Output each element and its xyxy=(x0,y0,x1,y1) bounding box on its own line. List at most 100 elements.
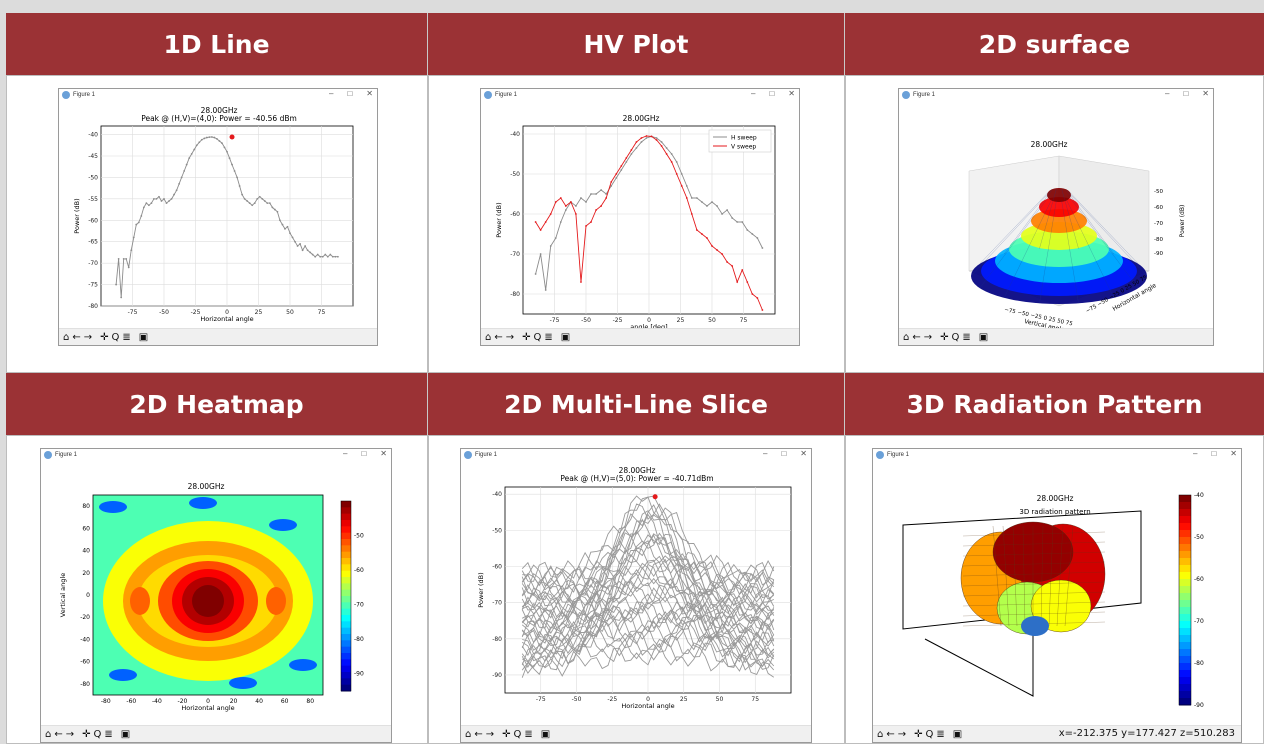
h-sweep-line-point xyxy=(173,193,175,196)
x-tick-label: -50 xyxy=(581,317,591,324)
back-arrow-icon[interactable]: ← xyxy=(912,331,921,343)
save-icon[interactable]: ▣ xyxy=(540,728,551,740)
maximize-button[interactable]: □ xyxy=(781,449,787,458)
save-icon[interactable]: ▣ xyxy=(120,728,131,740)
home-icon[interactable]: ⌂ xyxy=(903,331,910,343)
back-arrow-icon[interactable]: ← xyxy=(54,728,63,740)
back-arrow-icon[interactable]: ← xyxy=(72,331,81,343)
home-icon[interactable]: ⌂ xyxy=(45,728,52,740)
colorbar-segment xyxy=(341,564,351,572)
surface-layer xyxy=(1039,197,1079,217)
configure-subplots-icon[interactable]: ≣ xyxy=(962,331,971,343)
x-tick-label: 50 xyxy=(708,317,716,324)
h-sweep-line-point xyxy=(268,202,271,205)
configure-subplots-icon[interactable]: ≣ xyxy=(122,331,131,343)
chart-title: 28.00GHz xyxy=(1037,494,1074,503)
close-button[interactable]: ✕ xyxy=(380,449,387,458)
y-tick-label: -40 xyxy=(510,131,520,138)
pan-icon[interactable]: ✛ xyxy=(82,728,91,740)
h-sweep-line-point xyxy=(276,210,279,213)
y-tick-label: -40 xyxy=(492,491,502,498)
close-button[interactable]: ✕ xyxy=(366,89,373,98)
back-arrow-icon[interactable]: ← xyxy=(474,728,483,740)
colorbar-segment xyxy=(341,539,351,546)
plot-hv[interactable]: 28.00GHz -75 -50 -25 0 25 50 75 -80 -70 -60 -50 -40 a… xyxy=(481,101,800,341)
zoom-icon[interactable]: Q xyxy=(111,331,120,343)
zoom-icon[interactable]: Q xyxy=(93,728,102,740)
home-icon[interactable]: ⌂ xyxy=(63,331,70,343)
forward-arrow-icon[interactable]: → xyxy=(485,728,495,740)
minimize-button[interactable]: – xyxy=(1193,449,1198,458)
colorbar-segment xyxy=(1179,509,1191,517)
header-2d-multiline: 2D Multi-Line Slice xyxy=(428,373,845,435)
minimize-button[interactable]: – xyxy=(763,449,768,458)
h-sweep-line-point xyxy=(132,236,135,239)
zoom-icon[interactable]: Q xyxy=(533,331,542,343)
pan-icon[interactable]: ✛ xyxy=(940,331,949,343)
back-arrow-icon[interactable]: ← xyxy=(494,331,503,343)
back-arrow-icon[interactable]: ← xyxy=(886,728,895,740)
minimize-button[interactable]: – xyxy=(343,449,348,458)
colorbar-segment xyxy=(341,615,351,622)
y-axis-label: Power (dB) xyxy=(495,202,503,237)
save-icon[interactable]: ▣ xyxy=(138,331,149,343)
close-button[interactable]: ✕ xyxy=(1230,449,1237,458)
configure-subplots-icon[interactable]: ≣ xyxy=(936,728,945,740)
h-sweep-line-point xyxy=(263,200,266,202)
save-icon[interactable]: ▣ xyxy=(978,331,989,343)
plot-radiation[interactable]: 28.00GHz 3D radiation pattern -40 -50 -60 -70… xyxy=(873,461,1242,728)
x-tick-label: 25 xyxy=(677,317,685,324)
radiation-mesh-meridian xyxy=(1064,525,1074,627)
forward-arrow-icon[interactable]: → xyxy=(83,331,93,343)
close-button[interactable]: ✕ xyxy=(1202,89,1209,98)
maximize-button[interactable]: □ xyxy=(769,89,775,98)
home-icon[interactable]: ⌂ xyxy=(877,728,884,740)
v-sweep-line-point xyxy=(600,205,603,207)
minimize-button[interactable]: – xyxy=(329,89,334,98)
maximize-button[interactable]: □ xyxy=(1183,89,1189,98)
pan-icon[interactable]: ✛ xyxy=(100,331,109,343)
h-sweep-line-point xyxy=(200,138,203,141)
configure-subplots-icon[interactable]: ≣ xyxy=(104,728,113,740)
y-axis-label: Power (dB) xyxy=(73,198,81,233)
close-button[interactable]: ✕ xyxy=(800,449,807,458)
minimize-button[interactable]: – xyxy=(1165,89,1170,98)
z-tick-label: -60 xyxy=(1154,205,1163,211)
forward-arrow-icon[interactable]: → xyxy=(65,728,75,740)
v-sweep-line-point xyxy=(620,165,623,167)
zoom-icon[interactable]: Q xyxy=(951,331,960,343)
maximize-button[interactable]: □ xyxy=(1211,449,1217,458)
configure-subplots-icon[interactable]: ≣ xyxy=(544,331,553,343)
h-sweep-line-point xyxy=(309,251,312,254)
pan-icon[interactable]: ✛ xyxy=(522,331,531,343)
forward-arrow-icon[interactable]: → xyxy=(897,728,907,740)
v-sweep-line-point xyxy=(630,149,633,151)
maximize-button[interactable]: □ xyxy=(361,449,367,458)
h-sweep-line-point xyxy=(175,189,178,192)
minimize-button[interactable]: – xyxy=(751,89,756,98)
save-icon[interactable]: ▣ xyxy=(560,331,571,343)
zoom-icon[interactable]: Q xyxy=(925,728,934,740)
slice-line-13 xyxy=(521,547,775,631)
close-button[interactable]: ✕ xyxy=(788,89,795,98)
configure-subplots-icon[interactable]: ≣ xyxy=(524,728,533,740)
pan-icon[interactable]: ✛ xyxy=(502,728,511,740)
forward-arrow-icon[interactable]: → xyxy=(923,331,933,343)
zoom-icon[interactable]: Q xyxy=(513,728,522,740)
h-sweep-line-point xyxy=(233,170,236,172)
save-icon[interactable]: ▣ xyxy=(952,728,963,740)
heatmap-null xyxy=(109,669,137,681)
v-sweep-line-point xyxy=(580,281,582,283)
header-2d-surface: 2D surface xyxy=(845,13,1264,75)
x-tick-label: 80 xyxy=(306,698,314,705)
pan-icon[interactable]: ✛ xyxy=(914,728,923,740)
maximize-button[interactable]: □ xyxy=(347,89,353,98)
home-icon[interactable]: ⌂ xyxy=(465,728,472,740)
plot-heatmap[interactable]: 28.00GHz -80 -60 -40 -20 0 20 40 60 80 -80 -60 -40 -2… xyxy=(41,461,392,728)
forward-arrow-icon[interactable]: → xyxy=(505,331,515,343)
y-axis-label: Power (dB) xyxy=(477,572,485,607)
home-icon[interactable]: ⌂ xyxy=(485,331,492,343)
